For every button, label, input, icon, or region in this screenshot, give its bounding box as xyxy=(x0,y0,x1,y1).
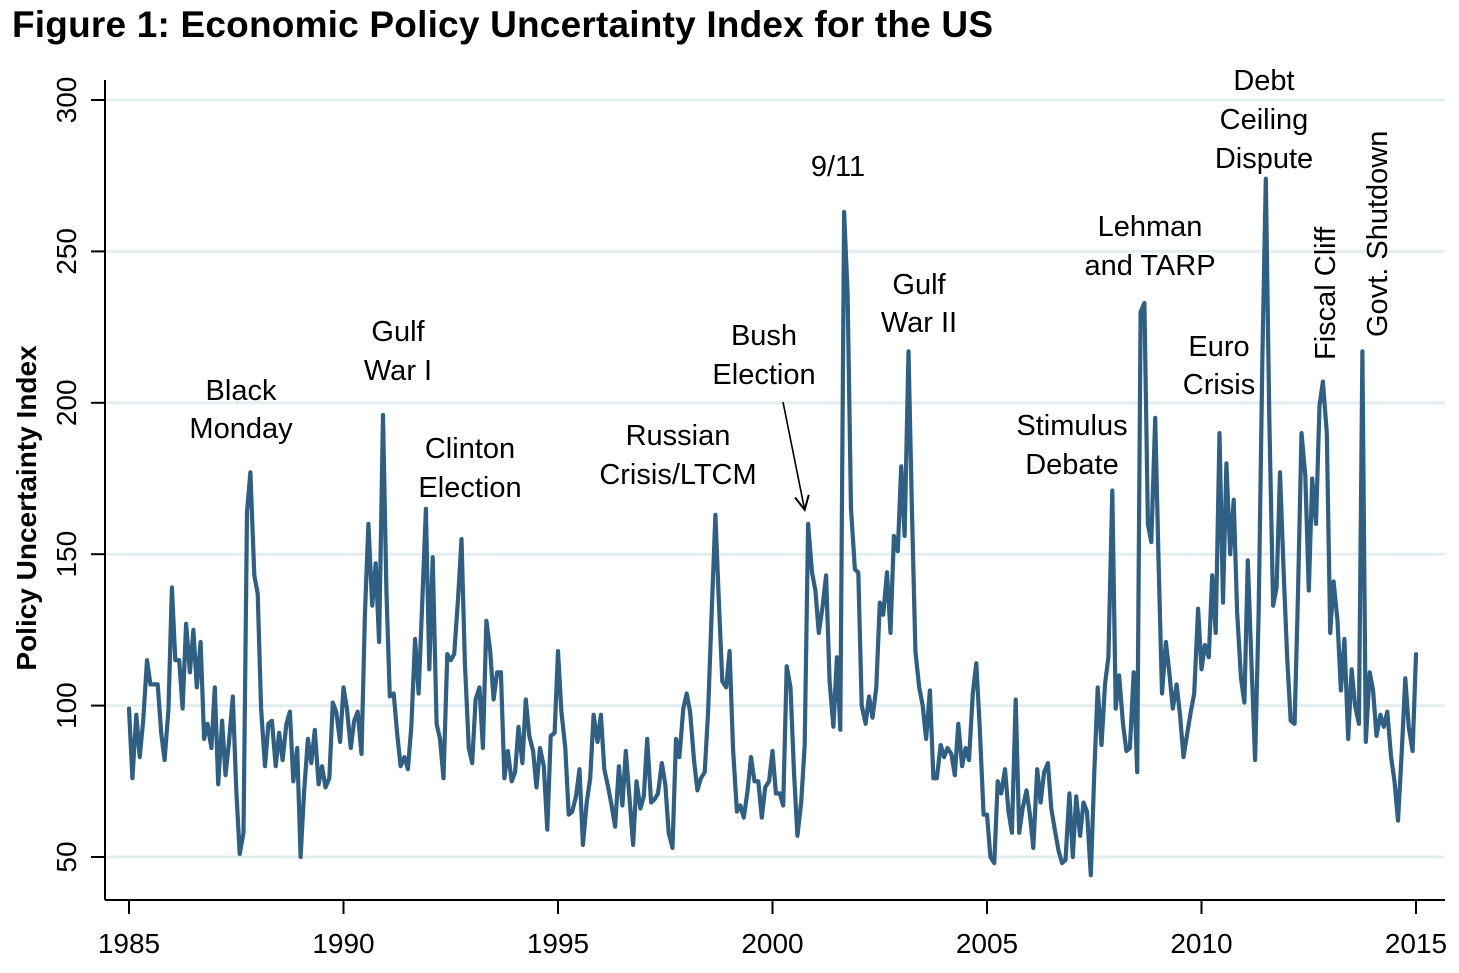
figure-title: Figure 1: Economic Policy Uncertainty In… xyxy=(12,4,994,45)
y-tick-label-50: 50 xyxy=(51,841,82,872)
annotation-9-11-line-1: 9/11 xyxy=(811,151,865,183)
annotation-arrow-head xyxy=(794,494,810,513)
annotations: Black Monday Gulf War I Clinton Election Russi… xyxy=(189,65,1394,513)
x-tick-label-2015: 2015 xyxy=(1385,928,1447,959)
annotation-euro-crisis-line-2: Crisis xyxy=(1183,369,1256,401)
x-tick-label-2000: 2000 xyxy=(741,928,803,959)
x-tick-label-2010: 2010 xyxy=(1170,928,1232,959)
x-tick-label-1985: 1985 xyxy=(98,928,160,959)
annotation-black-monday-line-1: Black xyxy=(206,375,277,407)
annotation-debt-ceiling-dispute-line-2: Ceiling xyxy=(1220,104,1309,136)
annotation-arrow-line xyxy=(782,401,806,511)
y-tick-label-250: 250 xyxy=(51,228,82,275)
y-tick-label-300: 300 xyxy=(51,77,82,124)
annotation-black-monday-line-2: Monday xyxy=(189,413,293,445)
y-axis-title: Policy Uncertainty Index xyxy=(11,345,42,671)
axes: 50 100 150 200 250 300 1985 1990 1995 2000 2005 201… xyxy=(51,77,1447,959)
annotation-stimulus-debate-line-1: Stimulus xyxy=(1016,410,1127,442)
x-tick-label-1995: 1995 xyxy=(527,928,589,959)
annotation-bush-election-line-1: Bush xyxy=(731,320,797,352)
annotation-stimulus-debate-line-2: Debate xyxy=(1025,449,1119,481)
y-tick-label-150: 150 xyxy=(51,531,82,578)
annotation-clinton-election-line-1: Clinton xyxy=(425,433,515,465)
annotation-euro-crisis-line-1: Euro xyxy=(1188,331,1249,363)
annotation-gulf-war-i-line-1: Gulf xyxy=(371,316,425,348)
series-line-0 xyxy=(126,176,1419,878)
annotation-debt-ceiling-dispute-line-3: Dispute xyxy=(1215,143,1313,175)
annotation-lehman-and-tarp-line-1: Lehman xyxy=(1098,211,1203,243)
annotation-russian-crisis-ltcm-line-2: Crisis/LTCM xyxy=(599,459,756,491)
series-layer xyxy=(126,176,1419,878)
annotation-lehman-and-tarp-line-2: and TARP xyxy=(1084,250,1215,282)
annotation-russian-crisis-ltcm-line-1: Russian xyxy=(626,420,731,452)
y-tick-label-200: 200 xyxy=(51,379,82,426)
x-tick-label-1990: 1990 xyxy=(312,928,374,959)
y-tick-label-100: 100 xyxy=(51,682,82,729)
x-tick-label-2005: 2005 xyxy=(956,928,1018,959)
annotation-gulf-war-i-line-2: War I xyxy=(364,355,432,387)
annotation-clinton-election-line-2: Election xyxy=(418,472,521,504)
annotation-govt-shutdown: Govt. Shutdown xyxy=(1362,131,1394,337)
annotation-fiscal-cliff: Fiscal Cliff xyxy=(1310,226,1342,360)
annotation-debt-ceiling-dispute-line-1: Debt xyxy=(1233,65,1294,97)
annotation-gulf-war-ii-line-2: War II xyxy=(881,307,957,339)
annotation-bush-election-line-2: Election xyxy=(712,359,815,391)
annotation-gulf-war-ii-line-1: Gulf xyxy=(892,269,946,301)
